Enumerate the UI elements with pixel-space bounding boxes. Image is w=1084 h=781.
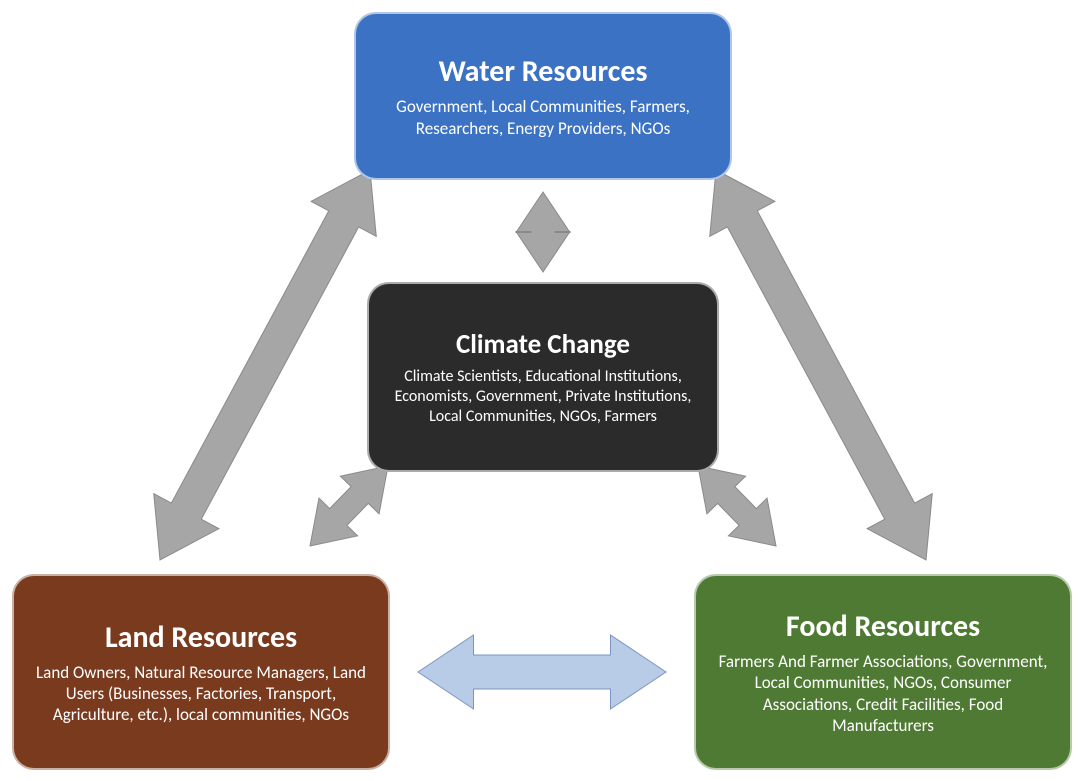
arrow-water-climate <box>516 192 570 272</box>
node-body: Land Owners, Natural Resource Managers, … <box>32 662 370 726</box>
arrow-water-food <box>683 152 958 577</box>
node-climate-change: Climate Change Climate Scientists, Educa… <box>367 282 719 472</box>
node-title: Food Resources <box>714 608 1052 645</box>
node-food-resources: Food Resources Farmers And Farmer Associ… <box>694 574 1072 770</box>
node-land-resources: Land Resources Land Owners, Natural Reso… <box>12 574 390 770</box>
node-body: Climate Scientists, Educational Institut… <box>387 367 699 427</box>
node-title: Water Resources <box>374 53 712 90</box>
node-title: Climate Change <box>387 328 699 361</box>
node-body: Farmers And Farmer Associations, Governm… <box>714 651 1052 736</box>
node-title: Land Resources <box>32 619 370 656</box>
node-water-resources: Water Resources Government, Local Commun… <box>354 12 732 180</box>
node-body: Government, Local Communities, Farmers, … <box>374 96 712 139</box>
arrow-water-land <box>127 152 402 577</box>
arrow-land-food <box>418 635 666 709</box>
